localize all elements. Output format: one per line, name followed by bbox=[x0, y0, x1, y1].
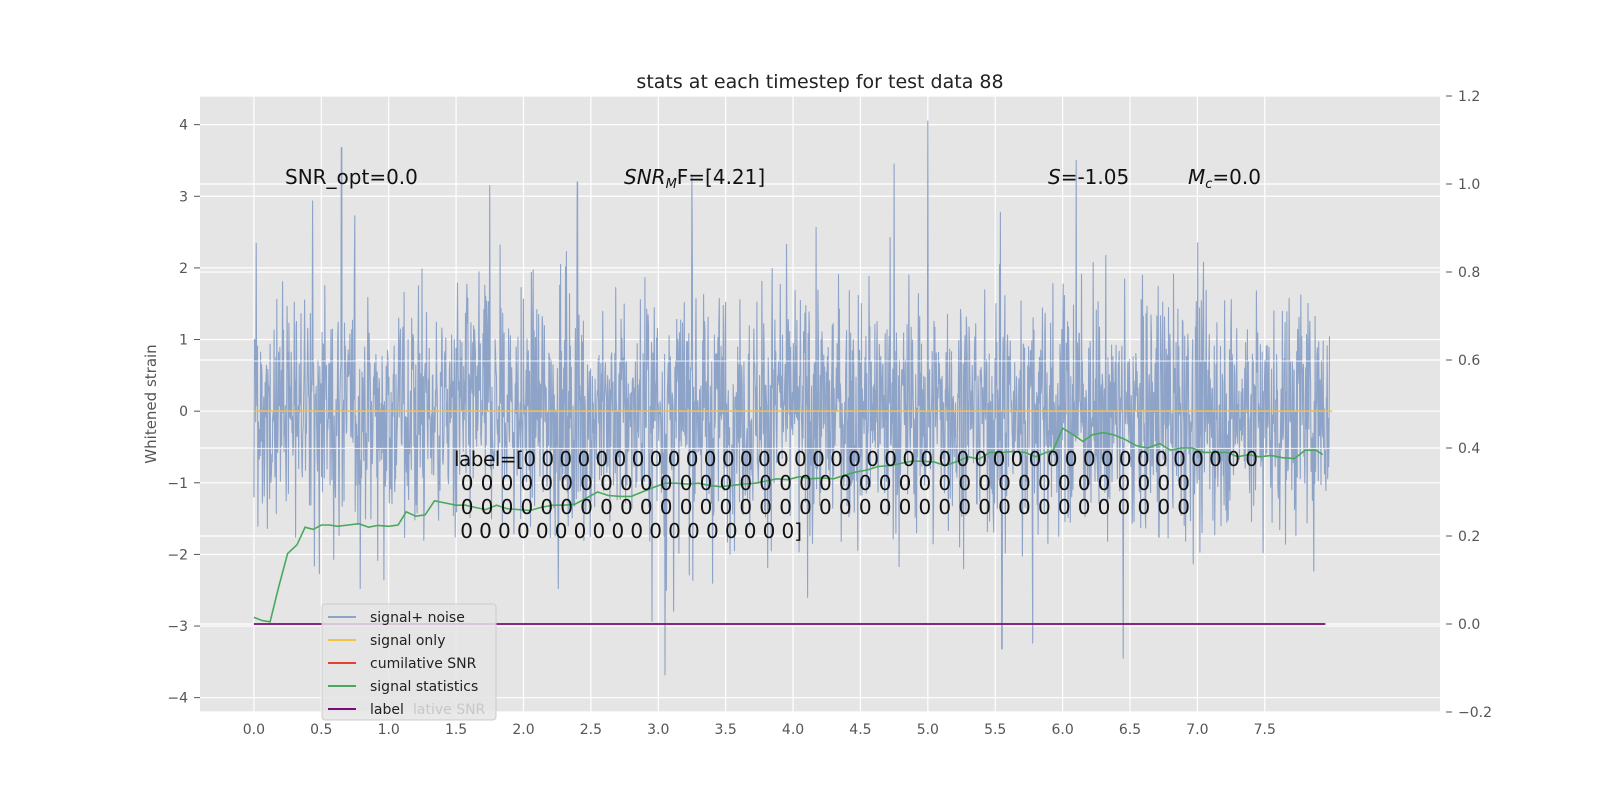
right-y-tick-label: 0.4 bbox=[1458, 441, 1480, 457]
right-y-tick-label: 0.2 bbox=[1458, 529, 1480, 545]
y-tick-label: 1 bbox=[179, 333, 188, 349]
right-y-axis-ticks: −0.2 0.0 0.2 0.4 0.6 0.8 1.0 1.2 bbox=[1446, 89, 1492, 721]
legend-label-signal-noise: signal+ noise bbox=[370, 610, 465, 626]
snr-mf-prefix: SNR bbox=[624, 165, 666, 189]
y-axis-label: Whitened strain bbox=[142, 344, 160, 463]
mc-subscript: c bbox=[1205, 177, 1212, 192]
s-suffix: =-1.05 bbox=[1061, 165, 1130, 189]
s-prefix: S bbox=[1048, 165, 1061, 189]
y-tick-label: −3 bbox=[167, 619, 188, 635]
x-tick-label: 2.0 bbox=[512, 722, 534, 738]
y-tick-label: 0 bbox=[179, 404, 188, 420]
legend-label-signal-only: signal only bbox=[370, 633, 445, 649]
label-annotation-line-4: 0 0 0 0 0 0 0 0 0 0 0 0 0 0 0 0 0 0] bbox=[454, 519, 802, 543]
signal-statistics-series bbox=[253, 427, 1324, 623]
x-tick-label: 4.5 bbox=[849, 722, 871, 738]
legend-label-cumulative-snr: cumilative SNR bbox=[370, 656, 477, 672]
x-tick-label: 7.0 bbox=[1186, 722, 1208, 738]
y-tick-label: 4 bbox=[179, 118, 188, 134]
signal-statistics-line bbox=[253, 427, 1324, 623]
y-tick-label: −2 bbox=[167, 547, 188, 563]
s-annotation: S=-1.05 bbox=[1048, 165, 1129, 189]
x-tick-label: 1.0 bbox=[378, 722, 400, 738]
x-tick-label: 3.5 bbox=[715, 722, 737, 738]
snr-mf-suffix: F=[4.21] bbox=[677, 165, 765, 189]
x-tick-label: 6.0 bbox=[1051, 722, 1073, 738]
mc-prefix: M bbox=[1188, 165, 1205, 189]
x-tick-label: 3.0 bbox=[647, 722, 669, 738]
y-axis-ticks: −4 −3 −2 −1 0 1 2 3 4 bbox=[167, 118, 200, 707]
right-y-tick-label: 1.0 bbox=[1458, 177, 1480, 193]
right-y-tick-label: 1.2 bbox=[1458, 89, 1480, 105]
chart-title: stats at each timestep for test data 88 bbox=[636, 71, 1003, 93]
legend-label-signal-statistics: signal statistics bbox=[370, 679, 478, 695]
signal-noise-series bbox=[253, 120, 1331, 676]
y-tick-label: −4 bbox=[167, 691, 188, 707]
x-tick-label: 5.0 bbox=[917, 722, 939, 738]
x-tick-label: 1.5 bbox=[445, 722, 467, 738]
x-tick-label: 2.5 bbox=[580, 722, 602, 738]
right-y-tick-label: 0.6 bbox=[1458, 353, 1480, 369]
label-annotation-line-3: 0 0 0 0 0 0 0 0 0 0 0 0 0 0 0 0 0 0 0 0 … bbox=[454, 495, 1190, 519]
legend-box bbox=[321, 603, 497, 721]
signal-noise-line bbox=[253, 120, 1331, 676]
x-tick-label: 6.5 bbox=[1119, 722, 1141, 738]
x-tick-label: 5.5 bbox=[984, 722, 1006, 738]
right-y-tick-label: 0.0 bbox=[1458, 617, 1480, 633]
x-tick-label: 4.0 bbox=[782, 722, 804, 738]
x-tick-label: 7.5 bbox=[1254, 722, 1276, 738]
legend-ghost-text: lative SNR bbox=[413, 702, 486, 718]
x-axis-ticks: 0.0 0.5 1.0 1.5 2.0 2.5 3.0 3.5 4.0 4.5 5.0 5.5 6.0 6… bbox=[243, 722, 1276, 738]
snr-mf-annotation: SNRMF=[4.21] bbox=[624, 165, 765, 192]
label-annotation-line-2: 0 0 0 0 0 0 0 0 0 0 0 0 0 0 0 0 0 0 0 0 … bbox=[454, 471, 1190, 495]
x-tick-label: 0.5 bbox=[310, 722, 332, 738]
label-annotation-line-1: label=[0 0 0 0 0 0 0 0 0 0 0 0 0 0 0 0 0… bbox=[454, 447, 1258, 471]
y-tick-label: 3 bbox=[179, 189, 188, 205]
x-tick-label: 0.0 bbox=[243, 722, 265, 738]
legend: signal+ noise signal only cumilative SNR… bbox=[321, 603, 497, 721]
right-y-tick-label: −0.2 bbox=[1458, 705, 1492, 721]
right-y-tick-label: 0.8 bbox=[1458, 265, 1480, 281]
legend-label-label: label bbox=[370, 702, 404, 718]
mc-annotation: Mc=0.0 bbox=[1188, 165, 1261, 192]
snr-opt-annotation: SNR_opt=0.0 bbox=[285, 165, 418, 189]
y-tick-label: 2 bbox=[179, 261, 188, 277]
mc-suffix: =0.0 bbox=[1212, 165, 1261, 189]
snr-mf-subscript: M bbox=[666, 177, 677, 192]
y-tick-label: −1 bbox=[167, 476, 188, 492]
